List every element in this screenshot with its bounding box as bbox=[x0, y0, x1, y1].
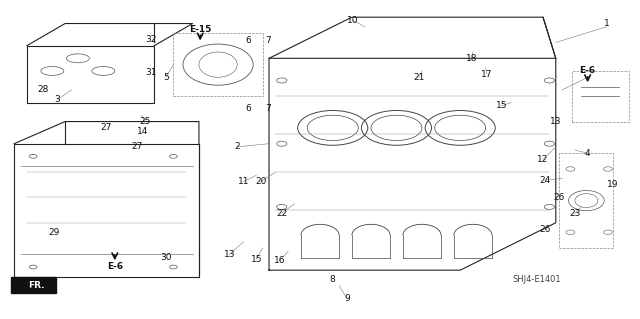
Text: 6: 6 bbox=[246, 36, 252, 45]
Text: 26: 26 bbox=[540, 225, 550, 234]
Text: 18: 18 bbox=[466, 54, 477, 63]
Bar bbox=[572, 71, 629, 122]
Text: E-6: E-6 bbox=[107, 262, 123, 271]
Text: 22: 22 bbox=[276, 209, 287, 218]
Text: 23: 23 bbox=[569, 209, 580, 218]
Text: FR.: FR. bbox=[28, 281, 45, 290]
Bar bbox=[27, 46, 154, 103]
Text: 11: 11 bbox=[238, 177, 250, 186]
Text: 10: 10 bbox=[348, 16, 359, 25]
Text: 27: 27 bbox=[101, 123, 112, 132]
Text: 1: 1 bbox=[604, 19, 610, 28]
Text: 13: 13 bbox=[224, 250, 236, 259]
Text: 6: 6 bbox=[246, 104, 252, 113]
Text: 28: 28 bbox=[37, 85, 49, 94]
Text: 7: 7 bbox=[265, 36, 271, 45]
Text: 12: 12 bbox=[538, 155, 548, 164]
Text: SHJ4-E1401: SHJ4-E1401 bbox=[513, 275, 561, 284]
Text: 4: 4 bbox=[585, 149, 591, 158]
Text: 17: 17 bbox=[481, 70, 493, 78]
Text: 29: 29 bbox=[48, 228, 60, 237]
Text: 9: 9 bbox=[344, 294, 350, 303]
Text: 19: 19 bbox=[607, 180, 619, 189]
Text: 14: 14 bbox=[137, 127, 148, 136]
Text: 26: 26 bbox=[553, 193, 564, 202]
Text: 15: 15 bbox=[250, 255, 262, 263]
Text: 15: 15 bbox=[496, 101, 508, 110]
Bar bbox=[173, 33, 262, 96]
Text: 31: 31 bbox=[145, 68, 157, 77]
Text: 7: 7 bbox=[265, 104, 271, 113]
Text: 5: 5 bbox=[163, 73, 169, 82]
Bar bbox=[559, 153, 613, 248]
Text: 27: 27 bbox=[131, 142, 143, 151]
Text: 24: 24 bbox=[540, 175, 550, 185]
Text: E-15: E-15 bbox=[189, 25, 211, 34]
Text: 8: 8 bbox=[330, 275, 335, 284]
Text: 25: 25 bbox=[140, 117, 151, 126]
Text: 2: 2 bbox=[234, 142, 240, 151]
Text: 16: 16 bbox=[274, 256, 285, 265]
Text: 20: 20 bbox=[255, 177, 266, 186]
Text: 13: 13 bbox=[550, 117, 561, 126]
FancyBboxPatch shape bbox=[11, 278, 56, 293]
Bar bbox=[14, 144, 199, 277]
Text: 21: 21 bbox=[413, 73, 424, 82]
Text: 3: 3 bbox=[54, 95, 60, 104]
Text: 30: 30 bbox=[160, 253, 172, 262]
Text: E-6: E-6 bbox=[580, 66, 596, 76]
Text: 32: 32 bbox=[145, 35, 157, 44]
